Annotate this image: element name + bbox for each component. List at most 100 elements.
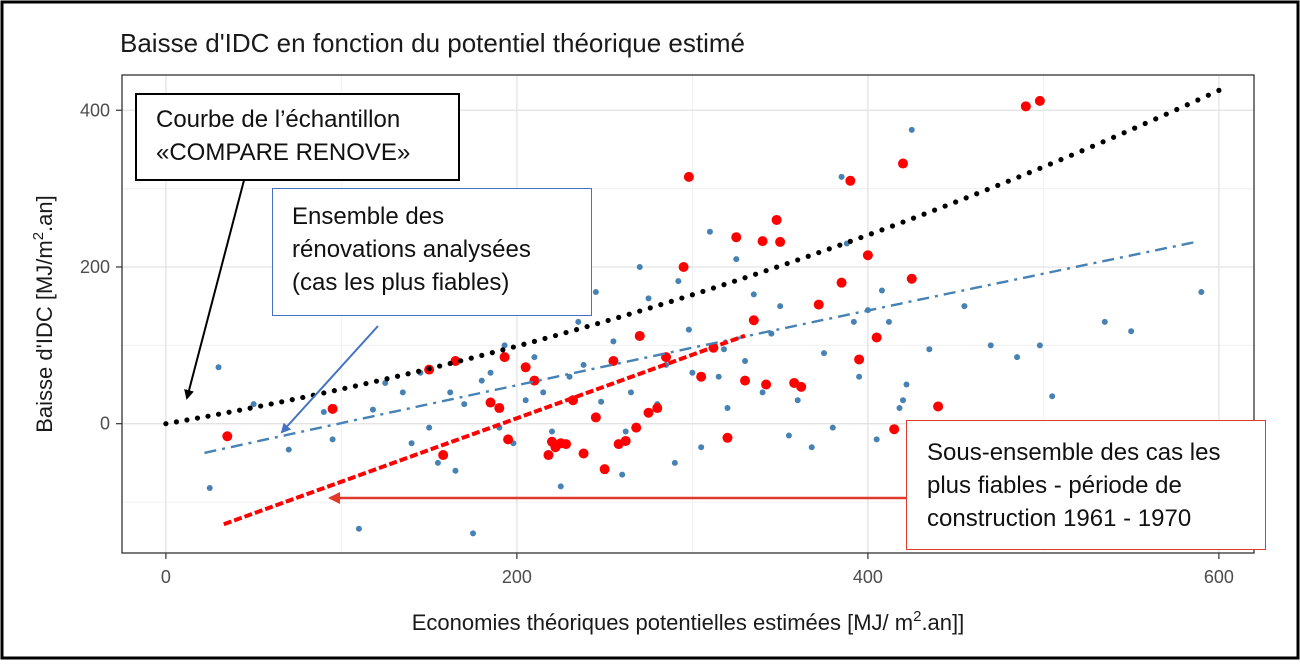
data-point-ensemble (250, 401, 257, 408)
data-point-sous-ensemble (813, 299, 824, 310)
data-point-sous-ensemble (722, 432, 733, 443)
arrow-compare-renove (184, 164, 249, 400)
trend-ensemble-line (204, 241, 1195, 455)
x-axis-label: Economies théoriques potentielles estimé… (412, 608, 965, 635)
curve-compare-renove-dot (942, 203, 948, 209)
data-point-ensemble (808, 444, 815, 451)
data-point-ensemble (926, 346, 933, 353)
data-point-sous-ensemble (634, 330, 645, 341)
curve-compare-renove-dot (816, 249, 822, 256)
annotation-line: construction 1961 - 1970 (927, 505, 1192, 532)
curve-compare-renove-dot (879, 227, 885, 233)
data-point-ensemble (987, 342, 994, 349)
curve-compare-renove-dot (1132, 125, 1138, 131)
fit-curves (163, 87, 1222, 527)
curve-compare-renove-dot (163, 421, 169, 427)
axis-ticks: 0 200 400 600 0 200 400 (80, 100, 1234, 587)
annotation-line: (cas les plus fiables) (292, 269, 510, 296)
curve-compare-renove-dot (605, 317, 611, 324)
curve-compare-renove-dot (573, 327, 580, 333)
curve-compare-renove-dot (1079, 148, 1085, 154)
data-point-ensemble (1049, 393, 1056, 400)
curve-compare-renove-dot (1037, 165, 1043, 171)
curve-compare-renove-dot (510, 344, 516, 350)
data-point-ensemble (829, 424, 836, 431)
data-point-ensemble (399, 389, 406, 396)
data-point-ensemble (557, 483, 564, 490)
data-point-ensemble (610, 338, 617, 345)
data-point-ensemble (645, 295, 652, 302)
annotation-ensemble: Ensemble des rénovations analysées (cas … (272, 188, 592, 316)
curve-compare-renove-dot (426, 366, 432, 372)
data-point-ensemble (355, 525, 362, 532)
curve-compare-renove-dot (236, 407, 243, 413)
data-point-sous-ensemble (748, 315, 759, 326)
data-point-sous-ensemble (494, 403, 505, 414)
data-point-ensemble (908, 126, 915, 133)
curve-compare-renove-dot (931, 207, 938, 213)
data-point-ensemble (575, 318, 582, 325)
curve-compare-renove-dot (1121, 130, 1127, 136)
data-point-ensemble (1036, 342, 1043, 349)
data-point-ensemble (961, 303, 968, 310)
series-ensemble-points (206, 126, 1205, 537)
curve-compare-renove-dot (752, 271, 759, 277)
data-point-sous-ensemble (561, 439, 572, 450)
curve-compare-renove-dot (563, 329, 569, 336)
curve-compare-renove-dot (1216, 87, 1222, 93)
data-point-ensemble (548, 428, 555, 435)
curve-compare-renove-dot (784, 260, 790, 267)
data-point-ensemble (627, 389, 634, 396)
data-point-ensemble (320, 408, 327, 415)
curve-compare-renove-dot (1026, 170, 1032, 176)
chart-title: Baisse d'IDC en fonction du potentiel th… (120, 28, 745, 58)
curve-compare-renove-dot (373, 378, 380, 384)
data-point-sous-ensemble (327, 403, 338, 414)
data-point-sous-ensemble (578, 448, 589, 459)
curve-compare-renove-dot (837, 242, 843, 248)
curve-compare-renove-dot (447, 360, 453, 367)
y-tick-label: 0 (100, 414, 110, 434)
curve-compare-renove-dot (489, 350, 495, 356)
curve-compare-renove-dot (215, 411, 222, 417)
data-point-sous-ensemble (854, 354, 865, 365)
curve-compare-renove-dot (889, 223, 896, 229)
annotation-line: «COMPARE RENOVE» (156, 139, 411, 166)
data-point-ensemble (896, 405, 903, 412)
data-point-ensemble (685, 326, 692, 333)
curve-compare-renove-dot (984, 186, 990, 193)
curve-compare-renove-dot (689, 292, 695, 298)
data-point-ensemble (1128, 328, 1135, 335)
y-tick-label: 200 (80, 257, 110, 277)
data-point-sous-ensemble (871, 332, 882, 343)
annotation-arrows (184, 164, 906, 504)
data-point-sous-ensemble (771, 214, 782, 225)
data-point-ensemble (785, 432, 792, 439)
curve-compare-renove-dot (1100, 139, 1106, 145)
curve-compare-renove-dot (1058, 157, 1064, 163)
curve-compare-renove-dot (226, 409, 232, 415)
data-point-sous-ensemble (450, 356, 461, 367)
data-point-sous-ensemble (1034, 95, 1045, 106)
data-point-ensemble (777, 303, 784, 310)
curve-compare-renove-dot (405, 371, 411, 377)
curve-compare-renove-dot (1016, 174, 1022, 180)
data-point-sous-ensemble (683, 171, 694, 182)
data-point-ensemble (215, 364, 222, 371)
curve-compare-renove-dot (331, 388, 337, 394)
curve-compare-renove-dot (1174, 106, 1180, 113)
data-point-sous-ensemble (222, 431, 233, 442)
panel-border (121, 74, 1255, 554)
data-point-ensemble (873, 436, 880, 443)
curve-compare-renove-dot (247, 405, 253, 411)
curve-compare-renove-dot (521, 341, 527, 347)
data-point-ensemble (856, 373, 863, 380)
data-point-ensemble (426, 424, 433, 431)
data-point-ensemble (671, 459, 678, 466)
data-point-ensemble (622, 428, 629, 435)
curve-compare-renove-dot (742, 275, 748, 281)
data-point-ensemble (1014, 354, 1021, 361)
data-point-sous-ensemble (643, 407, 654, 418)
data-point-sous-ensemble (620, 435, 631, 446)
data-point-sous-ensemble (889, 424, 900, 435)
